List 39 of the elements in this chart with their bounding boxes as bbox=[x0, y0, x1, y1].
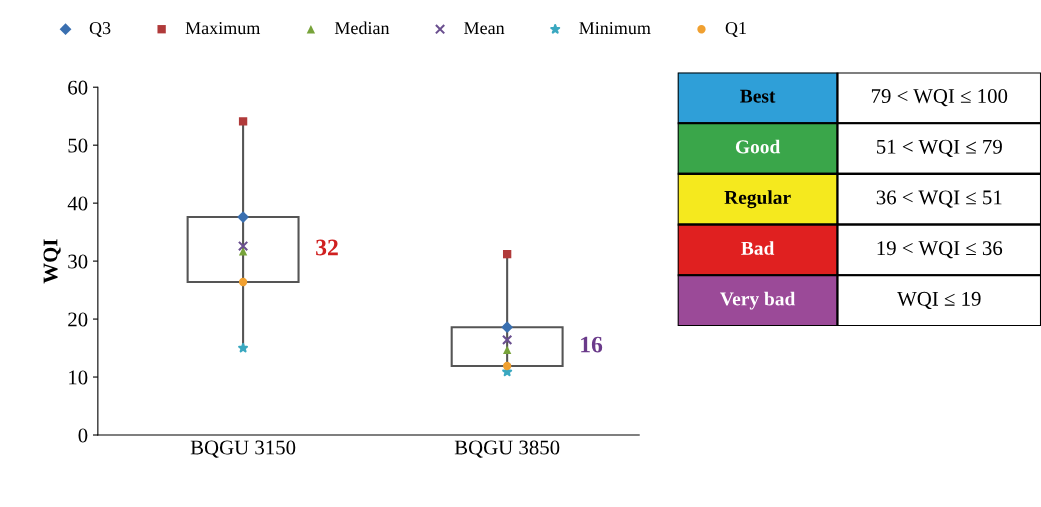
y-tick-label: 40 bbox=[67, 196, 88, 211]
legend-label: Q1 bbox=[725, 22, 746, 37]
point bbox=[502, 345, 512, 354]
text: 79 < WQI ≤ 100 bbox=[871, 89, 1008, 107]
point bbox=[237, 211, 249, 223]
y-tick-label: 30 bbox=[68, 254, 88, 269]
text: WQI ≤ 19 bbox=[897, 291, 981, 310]
annotation: 16 bbox=[581, 336, 603, 353]
text: 36 < WQI ≤ 51 bbox=[876, 190, 1002, 208]
x-tick-label: BQGU 3150 bbox=[190, 440, 296, 458]
category-label: Very bad bbox=[720, 291, 796, 310]
y-tick-label: 20 bbox=[68, 312, 88, 327]
category-label: Good bbox=[735, 139, 781, 154]
legend-label: Median bbox=[334, 21, 390, 35]
y-tick-label: 50 bbox=[68, 138, 88, 153]
category-label: Best bbox=[740, 89, 776, 103]
legend-label: Q3 bbox=[89, 22, 111, 37]
x-tick-label: BQGU 3850 bbox=[454, 440, 560, 458]
y-axis-title: WQI bbox=[43, 239, 61, 284]
legend-label: Mean bbox=[464, 22, 505, 35]
point bbox=[238, 117, 248, 126]
y-tick-label: 10 bbox=[69, 370, 88, 385]
point bbox=[238, 247, 248, 256]
y-tick-label: 60 bbox=[68, 80, 88, 95]
point bbox=[238, 277, 248, 287]
category-label: Bad bbox=[741, 241, 775, 255]
y-tick-label: 0 bbox=[78, 428, 88, 443]
legend-label: Maximum bbox=[185, 22, 261, 35]
annotation: 32 bbox=[316, 239, 338, 256]
point bbox=[501, 321, 514, 334]
point bbox=[238, 342, 249, 353]
category-label: Regular bbox=[724, 190, 791, 209]
point bbox=[502, 249, 512, 259]
legend-label: Minimum bbox=[579, 22, 651, 35]
point bbox=[502, 361, 512, 371]
text: 51 < WQI ≤ 79 bbox=[877, 139, 1002, 157]
point bbox=[501, 334, 513, 346]
point bbox=[237, 240, 249, 252]
text: 19 < WQI ≤ 36 bbox=[877, 241, 1003, 259]
